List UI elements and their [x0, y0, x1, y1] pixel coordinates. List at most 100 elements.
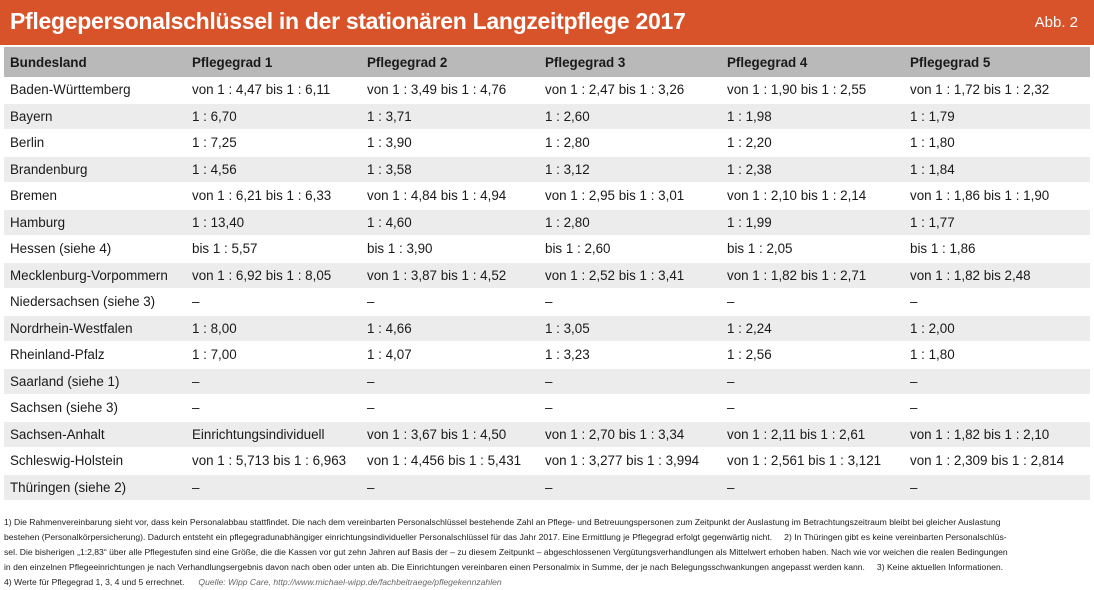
- table-row: Nordrhein-Westfalen 1 : 8,00 1 : 4,66 1 : 3…: [4, 315, 1090, 342]
- ratio-cell: –: [904, 474, 1090, 501]
- ratio-cell: von 1 : 4,456 bis 1 : 5,431: [361, 447, 539, 475]
- table-row: Sachsen-Anhalt Einrichtungsindividuell von…: [4, 421, 1090, 448]
- ratio-cell: –: [539, 368, 721, 395]
- ratio-cell: 1 : 1,80: [904, 341, 1090, 369]
- ratio-cell: von 1 : 1,86 bis 1 : 1,90: [904, 182, 1090, 210]
- ratio-cell: –: [721, 288, 904, 316]
- table-row: Bayern 1 : 6,70 1 : 3,71 1 : 2,60 1 : 1,98 1 …: [4, 103, 1090, 130]
- state-cell: Hessen (siehe 4): [4, 235, 186, 263]
- ratio-cell: 1 : 1,99: [721, 209, 904, 236]
- footnote-text: 4) Werte für Pflegegrad 1, 3, 4 und 5 er…: [4, 577, 185, 587]
- ratio-cell: Einrichtungsindividuell: [186, 421, 361, 448]
- ratio-cell: 1 : 2,38: [721, 156, 904, 183]
- ratio-cell: –: [539, 288, 721, 316]
- ratio-cell: von 1 : 6,21 bis 1 : 6,33: [186, 182, 361, 210]
- ratio-cell: 1 : 2,56: [721, 341, 904, 369]
- ratio-cell: –: [186, 368, 361, 395]
- ratio-cell: 1 : 4,66: [361, 315, 539, 342]
- ratio-cell: von 1 : 1,82 bis 2,48: [904, 262, 1090, 289]
- footnote-line: sel. Die bisherigen „1:2,83“ über alle P…: [4, 547, 1008, 557]
- ratio-cell: 1 : 3,71: [361, 103, 539, 130]
- ratio-cell: 1 : 8,00: [186, 315, 361, 342]
- state-cell: Baden-Württemberg: [4, 77, 186, 104]
- ratio-cell: 1 : 13,40: [186, 209, 361, 236]
- ratio-cell: bis 1 : 5,57: [186, 235, 361, 263]
- ratio-cell: 1 : 3,58: [361, 156, 539, 183]
- ratio-cell: 1 : 4,56: [186, 156, 361, 183]
- ratio-cell: 1 : 1,98: [721, 103, 904, 130]
- ratio-cell: –: [904, 288, 1090, 316]
- ratio-cell: –: [721, 394, 904, 422]
- ratio-cell: 1 : 7,00: [186, 341, 361, 369]
- ratio-cell: –: [361, 368, 539, 395]
- state-cell: Rheinland-Pfalz: [4, 341, 186, 369]
- table-header-row: Bundesland Pflegegrad 1 Pflegegrad 2 Pfl…: [4, 47, 1090, 77]
- ratio-cell: bis 1 : 1,86: [904, 235, 1090, 263]
- ratio-cell: von 1 : 3,87 bis 1 : 4,52: [361, 262, 539, 289]
- ratio-cell: –: [186, 474, 361, 501]
- ratio-cell: von 1 : 1,90 bis 1 : 2,55: [721, 77, 904, 104]
- title-bar: Pflegepersonalschlüssel in der stationär…: [0, 0, 1094, 45]
- table-row: Rheinland-Pfalz 1 : 7,00 1 : 4,07 1 : 3,23 1…: [4, 341, 1090, 369]
- ratio-cell: von 1 : 6,92 bis 1 : 8,05: [186, 262, 361, 289]
- column-header: Pflegegrad 5: [904, 47, 1090, 77]
- table-row: Saarland (siehe 1) – – – – –: [4, 368, 1090, 395]
- table-row: Schleswig-Holstein von 1 : 5,713 bis 1 : …: [4, 447, 1090, 475]
- table-row: Bremen von 1 : 6,21 bis 1 : 6,33 von 1 : 4…: [4, 182, 1090, 210]
- table-row: Baden-Württemberg von 1 : 4,47 bis 1 : 6,…: [4, 77, 1090, 104]
- ratio-cell: von 1 : 3,49 bis 1 : 4,76: [361, 77, 539, 104]
- ratio-cell: 1 : 2,60: [539, 103, 721, 130]
- table-row: Hessen (siehe 4) bis 1 : 5,57 bis 1 : 3,90…: [4, 235, 1090, 263]
- ratio-cell: –: [186, 394, 361, 422]
- state-cell: Sachsen (siehe 3): [4, 394, 186, 422]
- state-cell: Brandenburg: [4, 156, 186, 183]
- ratio-cell: von 1 : 5,713 bis 1 : 6,963: [186, 447, 361, 475]
- state-cell: Saarland (siehe 1): [4, 368, 186, 395]
- figure-label: Abb. 2: [1034, 14, 1078, 31]
- ratio-cell: 1 : 3,90: [361, 129, 539, 157]
- ratio-cell: von 1 : 1,72 bis 1 : 2,32: [904, 77, 1090, 104]
- ratio-cell: von 1 : 2,11 bis 1 : 2,61: [721, 421, 904, 448]
- ratio-cell: 1 : 1,79: [904, 103, 1090, 130]
- ratio-cell: –: [361, 394, 539, 422]
- footnote-text: 2) In Thüringen gibt es keine vereinbart…: [784, 532, 1007, 542]
- table-row: Berlin 1 : 7,25 1 : 3,90 1 : 2,80 1 : 2,20 1 …: [4, 129, 1090, 157]
- ratio-cell: 1 : 2,24: [721, 315, 904, 342]
- state-cell: Mecklenburg-Vorpommern: [4, 262, 186, 289]
- column-header: Pflegegrad 3: [539, 47, 721, 77]
- ratio-cell: 1 : 1,84: [904, 156, 1090, 183]
- footnote-text: 3) Keine aktuellen Informationen.: [876, 562, 1004, 572]
- ratio-cell: 1 : 2,00: [904, 315, 1090, 342]
- ratio-cell: 1 : 2,80: [539, 129, 721, 157]
- table-row: Brandenburg 1 : 4,56 1 : 3,58 1 : 3,12 1 : 2…: [4, 156, 1090, 183]
- ratio-cell: von 1 : 4,47 bis 1 : 6,11: [186, 77, 361, 104]
- state-cell: Niedersachsen (siehe 3): [4, 288, 186, 316]
- state-cell: Thüringen (siehe 2): [4, 474, 186, 501]
- state-cell: Bremen: [4, 182, 186, 210]
- footnotes: 1) Die Rahmenvereinbarung sieht vor, das…: [4, 515, 1090, 590]
- state-cell: Berlin: [4, 129, 186, 157]
- ratio-cell: –: [904, 394, 1090, 422]
- footnote-line: 4) Werte für Pflegegrad 1, 3, 4 und 5 er…: [4, 575, 1090, 590]
- table-row: Hamburg 1 : 13,40 1 : 4,60 1 : 2,80 1 : 1,99…: [4, 209, 1090, 236]
- ratio-cell: –: [361, 288, 539, 316]
- ratio-cell: von 1 : 2,95 bis 1 : 3,01: [539, 182, 721, 210]
- ratio-cell: bis 1 : 2,60: [539, 235, 721, 263]
- column-header: Pflegegrad 1: [186, 47, 361, 77]
- ratio-cell: von 1 : 1,82 bis 1 : 2,71: [721, 262, 904, 289]
- ratio-cell: –: [721, 474, 904, 501]
- table-row: Niedersachsen (siehe 3) – – – – –: [4, 288, 1090, 316]
- state-cell: Bayern: [4, 103, 186, 130]
- ratio-cell: –: [361, 474, 539, 501]
- ratio-cell: von 1 : 2,47 bis 1 : 3,26: [539, 77, 721, 104]
- ratio-cell: 1 : 3,12: [539, 156, 721, 183]
- column-header: Pflegegrad 2: [361, 47, 539, 77]
- ratio-cell: bis 1 : 3,90: [361, 235, 539, 263]
- ratio-cell: 1 : 2,20: [721, 129, 904, 157]
- ratio-cell: 1 : 4,07: [361, 341, 539, 369]
- ratio-cell: von 1 : 2,561 bis 1 : 3,121: [721, 447, 904, 475]
- ratio-cell: 1 : 3,05: [539, 315, 721, 342]
- state-cell: Schleswig-Holstein: [4, 447, 186, 475]
- ratio-cell: von 1 : 2,309 bis 1 : 2,814: [904, 447, 1090, 475]
- ratio-cell: 1 : 1,80: [904, 129, 1090, 157]
